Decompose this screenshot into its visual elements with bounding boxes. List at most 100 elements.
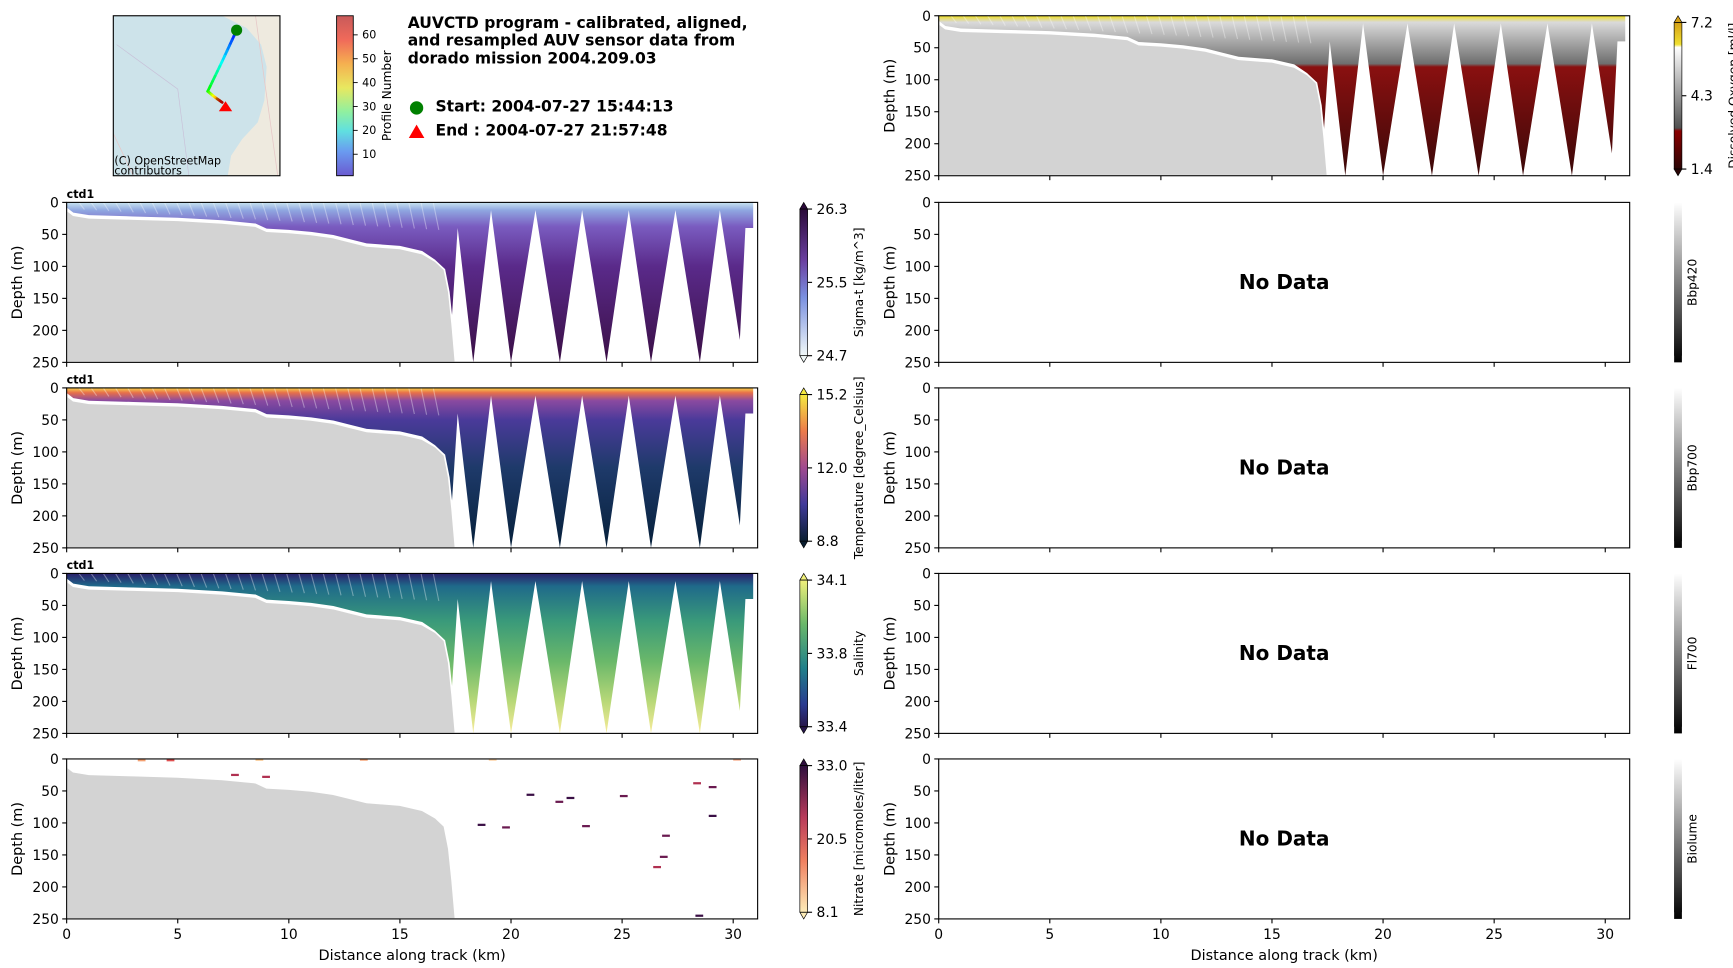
profile-trace: [273, 573, 281, 592]
end-marker-icon: [218, 101, 233, 112]
map-attribution-line2: contributors: [114, 165, 182, 178]
y-tick-label: 200: [32, 509, 58, 525]
y-tick-label: 200: [32, 694, 58, 710]
nitrate-sample: [659, 855, 668, 858]
seafloor: [66, 209, 457, 363]
profile-trace: [127, 573, 134, 584]
profile-colorbar-bar: [336, 15, 354, 177]
figure-header: (C) OpenStreetMap contributors 10 20 30 40 5…: [112, 14, 748, 178]
profile-trace: [383, 202, 391, 228]
instrument-label: ctd1: [67, 559, 95, 572]
profile-trace: [237, 202, 244, 219]
profile-trace: [1268, 15, 1275, 42]
nitrate-sample: [488, 758, 497, 761]
seafloor: [938, 22, 1329, 176]
colorbar-tick-label: 33.8: [817, 646, 848, 662]
profile-trace: [383, 387, 391, 413]
y-tick-label: 250: [904, 355, 930, 371]
profile-trace: [396, 573, 403, 599]
nitrate-sample: [137, 759, 146, 762]
colorbar-tick-label: 8.8: [817, 534, 839, 550]
x-tick-label: 0: [934, 927, 943, 943]
profile-trace: [371, 573, 379, 598]
y-tick-label: 100: [32, 630, 58, 646]
x-tick-label: 25: [613, 927, 631, 943]
colorbar: 15.2 12.0 8.8 Temperature [degree_Celsius]: [799, 376, 866, 560]
profile-trace: [115, 573, 122, 583]
start-time: Start: 2004-07-27 15:44:13: [435, 97, 673, 115]
profile-trace: [151, 573, 159, 585]
nitrate-sample: [693, 782, 701, 785]
profile-trace: [1097, 15, 1104, 32]
nitrate-sample: [619, 794, 628, 798]
y-tick-label: 100: [904, 259, 930, 275]
y-tick-label: 100: [32, 816, 58, 832]
colorbar-tick-label: 34.1: [817, 573, 848, 589]
profile-trace: [1023, 15, 1031, 28]
profile-trace: [90, 573, 98, 582]
nitrate-sample: [262, 775, 270, 778]
y-tick-label: 100: [32, 259, 58, 275]
profile-trace: [1170, 15, 1177, 36]
nitrate-sample: [662, 834, 670, 837]
profile-trace: [273, 202, 281, 221]
colorbar-tick-label: 24.7: [817, 349, 848, 365]
title-line-1: AUVCTD program - calibrated, aligned,: [408, 14, 748, 32]
colorbar: Bbp700: [1674, 387, 1699, 548]
track-map[interactable]: (C) OpenStreetMap contributors: [112, 15, 281, 178]
profile-trace: [1243, 15, 1251, 40]
nitrate-sample: [708, 785, 717, 789]
y-tick-label: 150: [904, 662, 930, 678]
map-land: [222, 15, 280, 176]
y-tick-label: 200: [904, 323, 930, 339]
y-tick-label: 150: [904, 477, 930, 493]
panel-dissolved: 0 50 100 150 200 250 Depth (m) 7.2 4.3 1.4 Dissolv…: [882, 9, 1733, 185]
x-tick-label: 10: [1152, 927, 1170, 943]
profile-trace: [432, 387, 440, 416]
profile-trace: [1231, 15, 1239, 40]
x-tick-label: 20: [502, 927, 520, 943]
y-tick-label: 0: [922, 381, 931, 397]
profile-trace: [322, 387, 330, 410]
profile-trace: [347, 387, 354, 411]
y-axis-label: Depth (m): [882, 616, 898, 690]
nitrate-sample: [255, 758, 264, 761]
colorbar-label: Nitrate [micromoles/liter]: [852, 762, 866, 917]
y-tick-label: 200: [904, 694, 930, 710]
title-line-3: dorado mission 2004.209.03: [408, 50, 657, 68]
y-tick-label: 250: [32, 912, 58, 928]
y-tick-label: 0: [50, 752, 59, 768]
y-tick-label: 150: [904, 848, 930, 864]
axes-frame: [938, 387, 1631, 549]
profile-trace: [1121, 15, 1129, 33]
end-legend-icon: [408, 124, 425, 138]
profile-trace: [286, 573, 293, 593]
y-tick-label: 100: [904, 630, 930, 646]
axes-frame: [66, 572, 759, 734]
profile-trace: [261, 573, 269, 592]
axes-frame: [66, 758, 759, 920]
x-axis-label: Distance along track (km): [318, 948, 505, 964]
colorbar-tick-label: 15.2: [817, 388, 848, 404]
profile-trace: [261, 202, 269, 221]
profile-trace: [139, 202, 147, 214]
colorbar-tick-label: 20.5: [817, 832, 848, 848]
axes-frame: [938, 201, 1631, 363]
y-tick-label: 150: [32, 848, 58, 864]
profile-trace: [1280, 15, 1287, 42]
y-tick-label: 100: [32, 445, 58, 461]
profile-trace: [359, 202, 367, 226]
profile-trace: [1145, 15, 1153, 35]
profile-trace: [127, 202, 134, 213]
plot-area: [66, 758, 741, 919]
colorbar-tick-label: 8.1: [817, 905, 839, 921]
profile-trace: [962, 15, 970, 24]
profile-trace: [974, 15, 982, 25]
profile-colorbar-tick-label: 50: [362, 53, 376, 66]
x-tick-label: 30: [1596, 927, 1614, 943]
nitrate-sample: [231, 773, 239, 777]
profile-trace: [432, 202, 440, 231]
profile-trace: [224, 387, 232, 404]
profile-trace: [78, 387, 85, 396]
colorbar-extend-max-icon: [799, 387, 809, 395]
